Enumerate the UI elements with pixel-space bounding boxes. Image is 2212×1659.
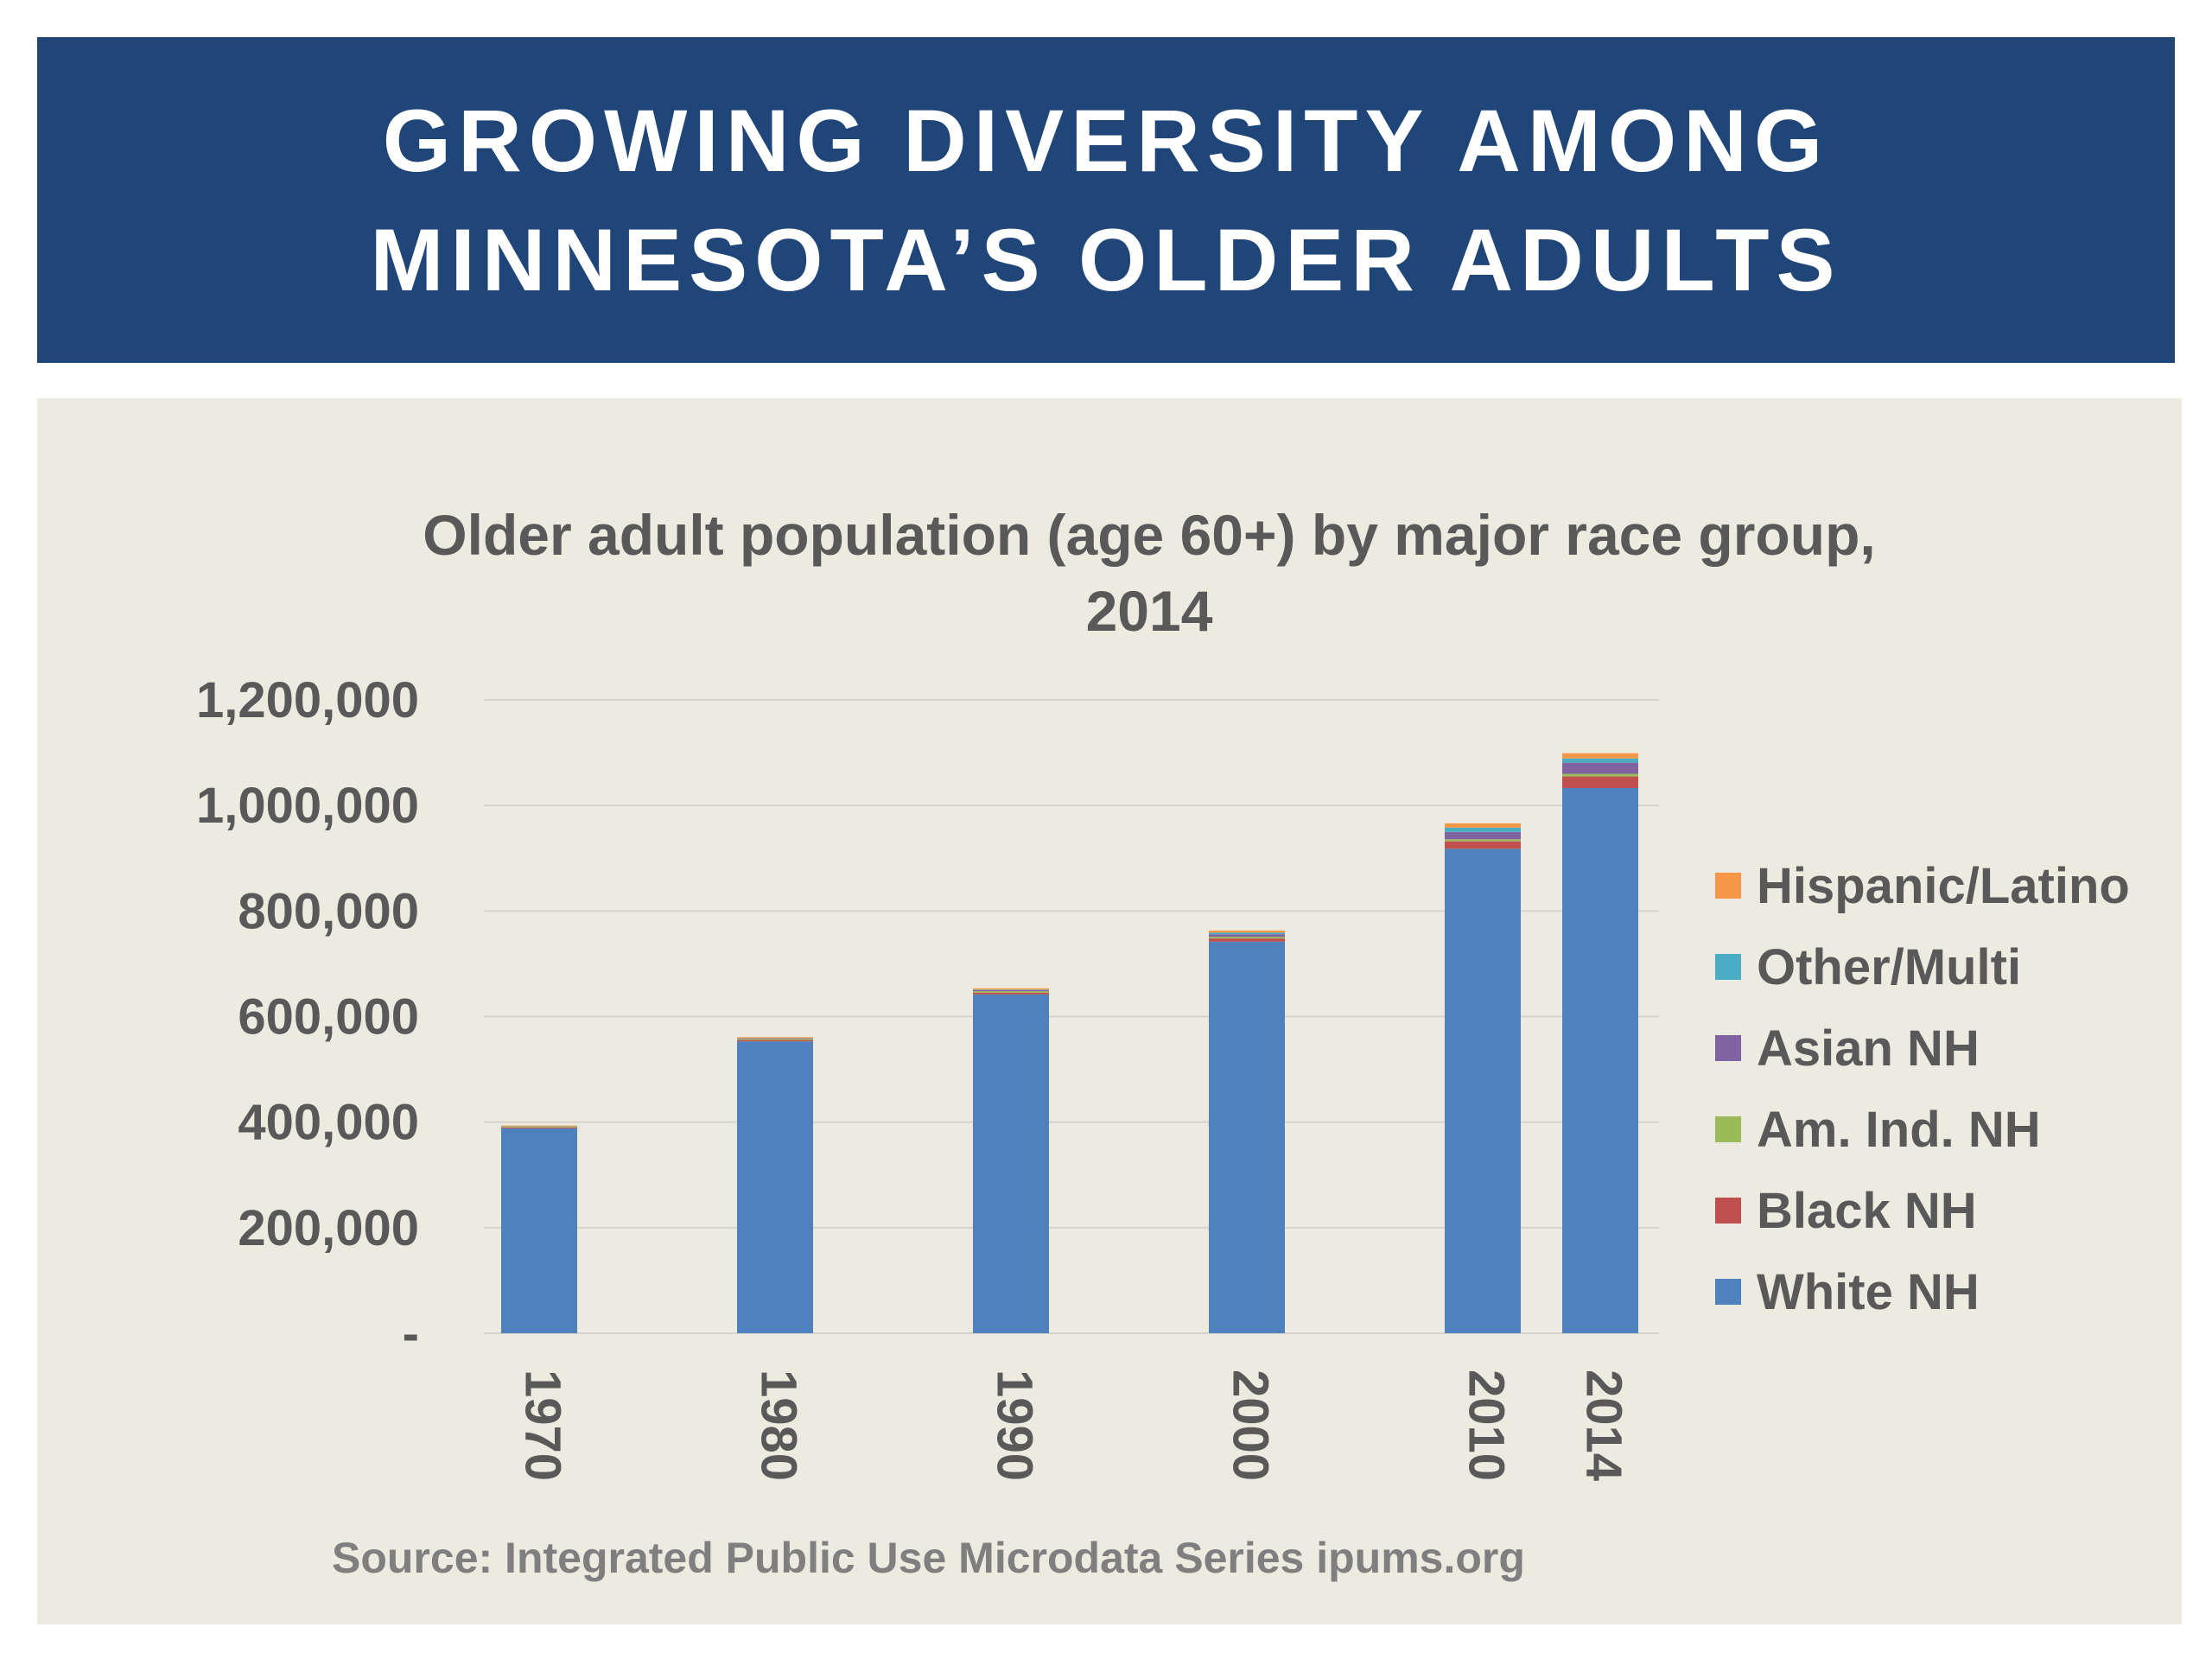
legend-label-other-multi: Other/Multi [1757,938,2022,995]
bar-1970-white-nh [501,1128,577,1333]
legend-item-other-multi: Other/Multi [1715,937,2021,997]
legend-label-white-nh: White NH [1757,1263,1980,1320]
bar-1970-hispanic-latino [501,1125,577,1127]
source-note: Source: Integrated Public Use Microdata … [332,1534,1525,1582]
chart-title-line-2: 2014 [1085,579,1213,643]
bar-1990-asian-nh [973,989,1049,992]
bar-1990-other-multi [973,989,1049,990]
bar-2014-black-nh [1562,776,1638,789]
x-tick-label-2000: 2000 [1223,1370,1279,1481]
legend-label-black-nh: Black NH [1757,1182,1977,1239]
y-tick-label-5: 1,000,000 [196,778,419,834]
legend-item-white-nh: White NH [1715,1262,1980,1322]
y-tick-label-2: 400,000 [238,1095,419,1151]
bar-1990-white-nh [973,994,1049,1333]
bar-2010-am-ind-nh [1445,839,1521,842]
bar-2010-white-nh [1445,849,1521,1333]
bar-1980-black-nh [737,1039,813,1042]
bar-2014-asian-nh [1562,762,1638,774]
legend-item-am-ind-nh: Am. Ind. NH [1715,1099,2041,1160]
bar-1980-white-nh [737,1041,813,1333]
bar-2000-am-ind-nh [1209,937,1285,939]
bar-2010-other-multi [1445,827,1521,832]
x-tick-label-2010: 2010 [1459,1370,1515,1481]
legend-item-asian-nh: Asian NH [1715,1018,1980,1078]
legend-swatch-other-multi [1715,954,1741,980]
bar-1990-hispanic-latino [973,988,1049,990]
bar-2000-other-multi [1209,932,1285,935]
bar-2014-am-ind-nh [1562,773,1638,777]
chart-panel [37,398,2182,1624]
bar-2010-black-nh [1445,841,1521,849]
bar-2014-white-nh [1562,788,1638,1333]
legend-swatch-asian-nh [1715,1035,1741,1061]
legend-label-asian-nh: Asian NH [1757,1020,1980,1077]
page-title-line-2: MINNESOTA’S OLDER ADULTS [370,210,1842,309]
legend-item-black-nh: Black NH [1715,1180,1977,1241]
bar-2000-hispanic-latino [1209,930,1285,933]
bar-2010-asian-nh [1445,831,1521,840]
y-tick-label-4: 800,000 [238,883,419,939]
bar-2014-other-multi [1562,758,1638,763]
y-tick-label-1: 200,000 [238,1200,419,1256]
y-tick-label-6: 1,200,000 [196,672,419,728]
legend-item-hispanic-latino: Hispanic/Latino [1715,855,2130,916]
bar-2000-black-nh [1209,938,1285,942]
legend-label-hispanic-latino: Hispanic/Latino [1757,857,2130,914]
legend-swatch-am-ind-nh [1715,1116,1741,1142]
x-tick-label-1970: 1970 [515,1370,571,1481]
legend-swatch-hispanic-latino [1715,873,1741,899]
chart-title: Older adult population (age 60+) by majo… [37,497,2212,649]
bar-2014-hispanic-latino [1562,753,1638,759]
bar-1990-am-ind-nh [973,991,1049,993]
x-tick-label-2014: 2014 [1576,1370,1632,1481]
page-title-line-1: GROWING DIVERSITY AMONG [382,91,1830,190]
legend-label-am-ind-nh: Am. Ind. NH [1757,1101,2041,1158]
bar-1980-hispanic-latino [737,1037,813,1039]
header-banner: GROWING DIVERSITY AMONG MINNESOTA’S OLDE… [37,37,2175,363]
y-tick-label-3: 600,000 [238,989,419,1046]
x-tick-label-1980: 1980 [751,1370,807,1481]
legend-swatch-white-nh [1715,1279,1741,1305]
bar-2010-hispanic-latino [1445,823,1521,828]
bar-2000-asian-nh [1209,934,1285,938]
bar-1970-am-ind-nh [501,1127,577,1128]
chart-title-line-1: Older adult population (age 60+) by majo… [423,503,1876,567]
x-tick-label-1990: 1990 [987,1370,1043,1481]
legend-swatch-black-nh [1715,1198,1741,1224]
bar-2000-white-nh [1209,941,1285,1333]
bar-1990-black-nh [973,992,1049,995]
y-tick-label-0: - [403,1306,419,1362]
